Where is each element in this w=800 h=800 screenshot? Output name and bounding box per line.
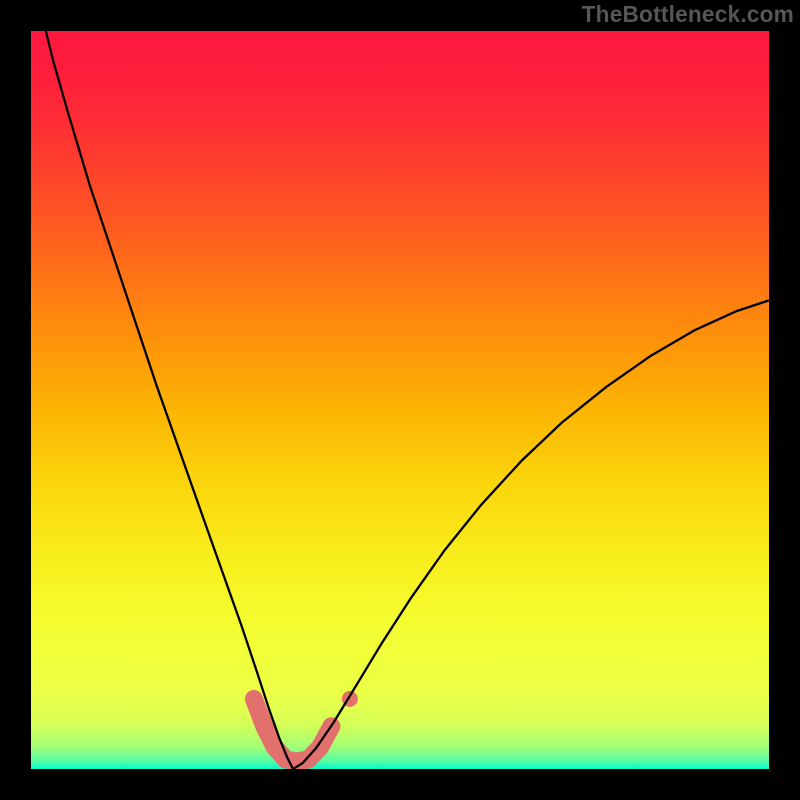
gradient-background: [31, 31, 769, 769]
watermark-text: TheBottleneck.com: [582, 1, 794, 28]
plot-area: [31, 31, 769, 769]
bottleneck-curve-chart: [31, 31, 769, 769]
